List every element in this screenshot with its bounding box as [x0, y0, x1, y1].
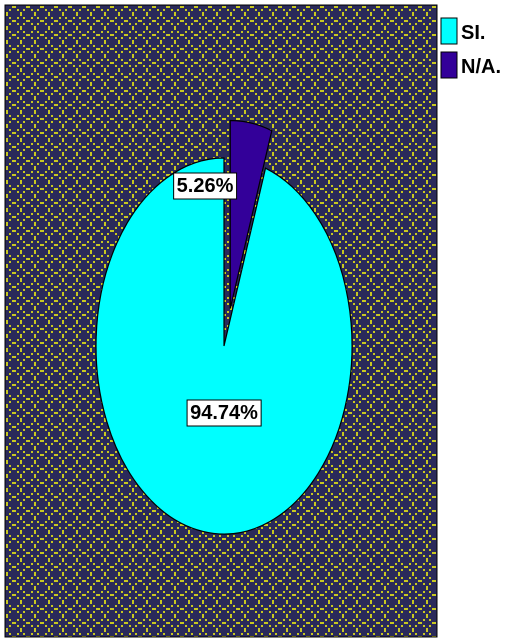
- pie-slice-si: [95, 157, 353, 535]
- data-label-box: [173, 172, 238, 200]
- data-label-na: 5.26%: [173, 172, 238, 200]
- data-label-text: 94.74%: [190, 402, 258, 424]
- data-label-si: 94.74%: [186, 399, 262, 427]
- legend-swatch-na: [440, 51, 458, 79]
- pie-slice-na: [229, 119, 273, 309]
- legend-label-na: N/A.: [461, 56, 501, 78]
- legend-swatch-si: [440, 17, 458, 45]
- legend: SI. N/A.: [440, 17, 501, 79]
- legend-label-si: SI.: [461, 22, 485, 44]
- data-labels: 94.74% 5.26%: [173, 172, 262, 427]
- data-label-text: 5.26%: [177, 175, 234, 197]
- pie-slices: [95, 119, 353, 535]
- data-label-box: [186, 399, 262, 427]
